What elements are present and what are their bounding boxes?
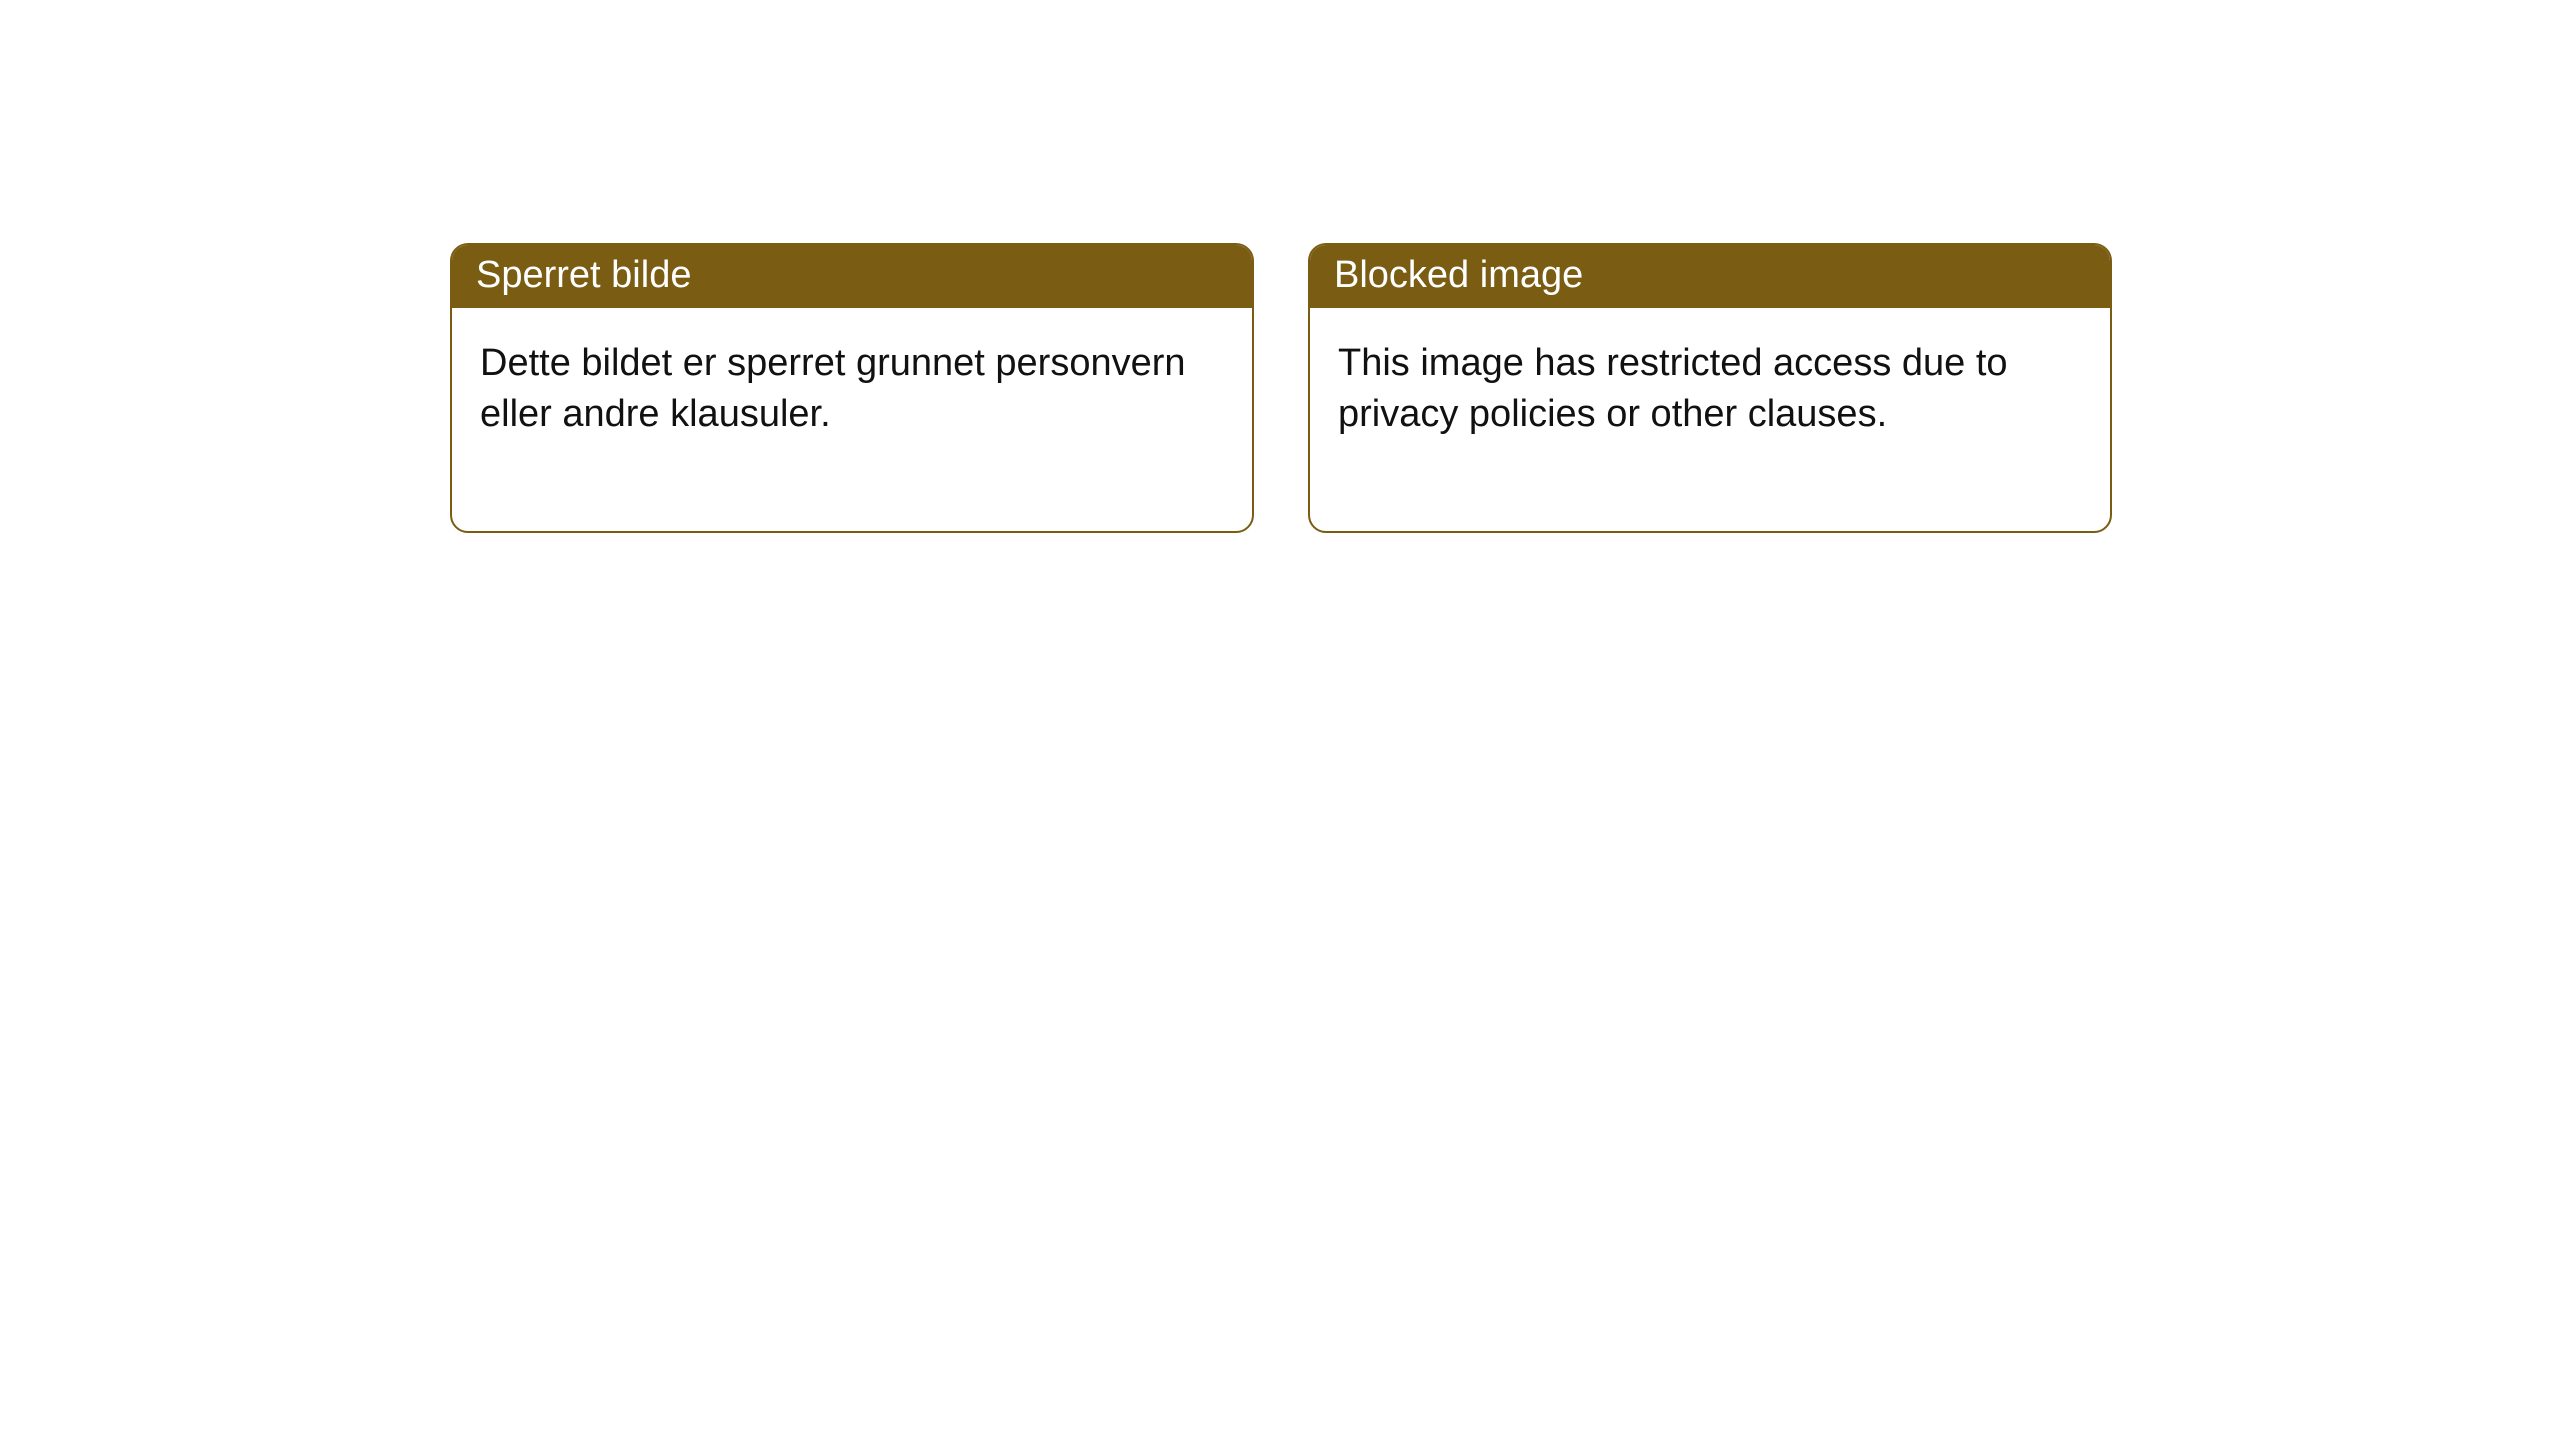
notice-title-english: Blocked image (1310, 245, 2110, 308)
notice-container: Sperret bilde Dette bildet er sperret gr… (450, 243, 2112, 533)
notice-body-norwegian: Dette bildet er sperret grunnet personve… (452, 308, 1252, 531)
notice-card-english: Blocked image This image has restricted … (1308, 243, 2112, 533)
notice-body-english: This image has restricted access due to … (1310, 308, 2110, 531)
notice-card-norwegian: Sperret bilde Dette bildet er sperret gr… (450, 243, 1254, 533)
notice-title-norwegian: Sperret bilde (452, 245, 1252, 308)
